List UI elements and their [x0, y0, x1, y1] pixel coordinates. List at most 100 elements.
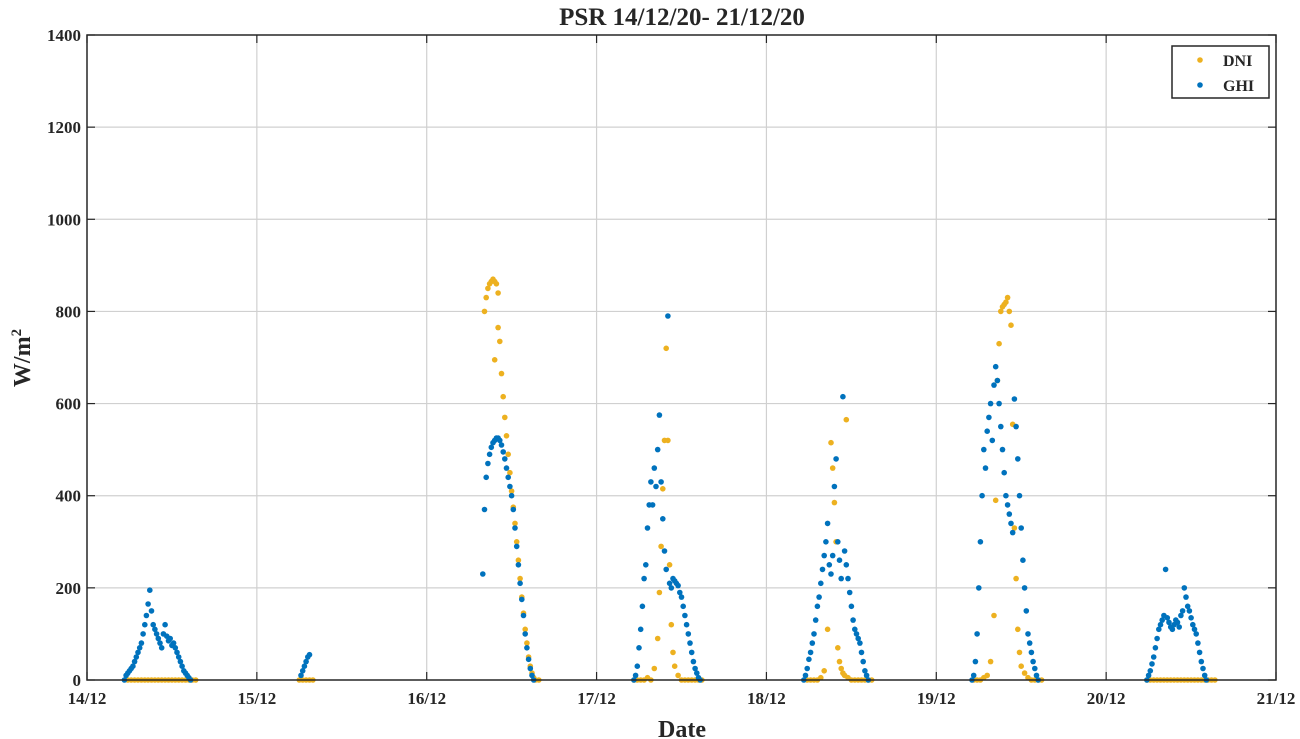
- point-ghi: [974, 631, 980, 637]
- point-ghi: [663, 566, 669, 573]
- point-dni: [505, 451, 512, 458]
- point-ghi: [1162, 566, 1169, 573]
- point-ghi: [140, 631, 146, 637]
- point-ghi: [522, 631, 528, 637]
- point-ghi: [519, 596, 525, 603]
- axis-ticks: 14/12 15/12 16/12 17/12 18/12 19/12 20/12 21/12…: [47, 26, 1295, 708]
- point-ghi: [1195, 640, 1201, 646]
- point-ghi: [1009, 529, 1016, 536]
- point-dni: [485, 285, 491, 292]
- point-ghi: [505, 474, 512, 481]
- point-dni: [1018, 663, 1024, 669]
- point-ghi: [982, 465, 989, 471]
- point-ghi: [984, 428, 990, 435]
- point-dni: [1011, 525, 1018, 531]
- point-ghi: [179, 663, 185, 669]
- point-ghi: [1032, 665, 1038, 672]
- point-ghi: [833, 456, 839, 462]
- point-dni: [675, 672, 681, 679]
- point-dni: [992, 497, 999, 504]
- point-dni: [843, 416, 850, 423]
- point-ghi: [687, 640, 693, 646]
- x-tick-label: 18/12: [747, 689, 786, 708]
- point-ghi: [167, 635, 173, 642]
- point-ghi: [1184, 603, 1191, 610]
- point-dni: [665, 437, 671, 444]
- point-ghi: [637, 626, 644, 633]
- point-ghi: [1181, 585, 1188, 591]
- point-dni: [481, 308, 488, 315]
- point-ghi: [481, 506, 488, 513]
- point-ghi: [639, 603, 646, 610]
- point-ghi: [1174, 619, 1181, 626]
- point-ghi: [138, 640, 145, 646]
- point-ghi: [148, 608, 155, 614]
- legend-label-dni: DNI: [1223, 53, 1252, 70]
- point-ghi: [632, 672, 639, 679]
- point-ghi: [498, 442, 505, 448]
- point-dni: [515, 557, 522, 563]
- point-dni: [503, 433, 510, 439]
- point-ghi: [1147, 668, 1154, 674]
- point-dni: [998, 308, 1004, 315]
- point-ghi: [155, 635, 162, 642]
- grid-lines: [87, 35, 1276, 680]
- point-ghi: [690, 658, 697, 665]
- point-ghi: [818, 580, 824, 587]
- point-dni: [671, 663, 678, 669]
- point-ghi: [683, 621, 690, 628]
- point-ghi: [665, 313, 671, 319]
- point-ghi: [1149, 661, 1155, 667]
- point-dni: [836, 658, 843, 665]
- chart-title: PSR 14/12/20- 21/12/20: [559, 4, 805, 31]
- point-ghi: [136, 645, 143, 651]
- point-dni: [670, 649, 676, 656]
- point-ghi: [520, 612, 527, 619]
- point-dni: [656, 589, 663, 596]
- point-ghi: [802, 672, 809, 679]
- y-tick-label: 1400: [47, 26, 81, 45]
- point-ghi: [147, 587, 153, 593]
- point-ghi: [816, 594, 822, 600]
- point-ghi: [654, 446, 661, 453]
- point-ghi: [863, 672, 870, 679]
- point-ghi: [641, 575, 647, 582]
- point-dni: [522, 626, 528, 633]
- point-ghi: [1016, 492, 1023, 499]
- point-ghi: [812, 617, 819, 623]
- point-ghi: [1145, 672, 1152, 679]
- point-ghi: [996, 400, 1002, 407]
- point-ghi: [811, 631, 817, 637]
- point-ghi: [153, 631, 160, 637]
- point-ghi: [525, 656, 532, 663]
- point-ghi: [1183, 594, 1189, 600]
- point-ghi: [991, 382, 997, 388]
- point-ghi: [970, 672, 977, 679]
- point-ghi: [1159, 617, 1165, 623]
- point-ghi: [1150, 654, 1157, 660]
- point-ghi: [497, 437, 503, 444]
- point-ghi: [653, 483, 659, 490]
- point-ghi: [172, 645, 179, 651]
- plot-area: [87, 35, 1276, 680]
- point-ghi: [177, 658, 184, 665]
- point-ghi: [1169, 626, 1176, 633]
- point-ghi: [1011, 396, 1018, 402]
- point-ghi: [648, 479, 654, 485]
- point-ghi: [503, 465, 510, 471]
- point-ghi: [1186, 608, 1193, 614]
- point-dni: [517, 575, 523, 582]
- point-dni: [1008, 322, 1014, 329]
- point-ghi: [677, 589, 683, 596]
- point-ghi: [1013, 423, 1019, 430]
- point-ghi: [860, 658, 866, 665]
- point-ghi: [507, 483, 513, 490]
- point-ghi: [838, 575, 844, 582]
- point-ghi: [972, 658, 979, 665]
- point-ghi: [660, 516, 666, 522]
- x-axis-title: Date: [658, 717, 706, 739]
- point-ghi: [986, 414, 992, 421]
- point-ghi: [298, 672, 304, 679]
- point-ghi: [857, 640, 863, 646]
- point-ghi: [1003, 492, 1009, 499]
